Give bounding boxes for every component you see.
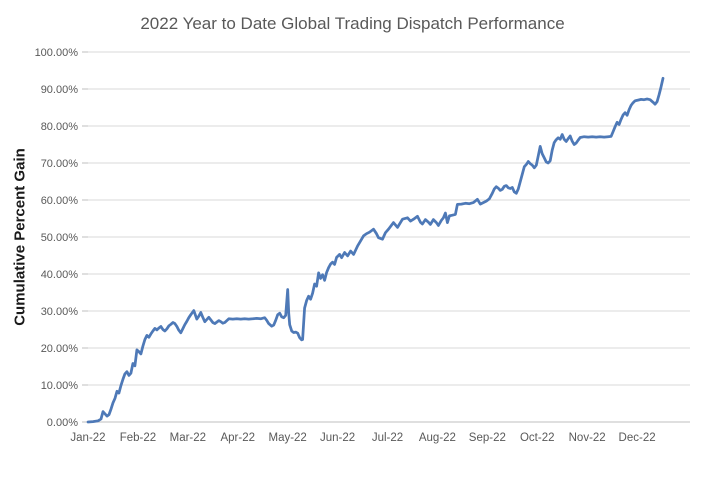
x-tick-label: Jun-22	[320, 432, 355, 444]
y-tick-label: 10.00%	[41, 380, 79, 392]
y-tick-label: 50.00%	[41, 232, 79, 244]
y-tick-label: 20.00%	[41, 343, 79, 355]
x-tick-label: Jan-22	[70, 432, 105, 444]
data-line-series	[86, 76, 665, 424]
x-tick-label: Sep-22	[469, 432, 506, 444]
x-tick-label: Dec-22	[619, 432, 656, 444]
x-tick-label: Feb-22	[120, 432, 156, 444]
y-tick-label: 40.00%	[41, 269, 79, 281]
y-tick-label: 80.00%	[41, 121, 79, 133]
y-tick-label: 90.00%	[41, 84, 79, 96]
x-tick-label: Oct-22	[520, 432, 555, 444]
y-tick-label: 70.00%	[41, 158, 79, 170]
chart-title: 2022 Year to Date Global Trading Dispatc…	[140, 14, 565, 33]
x-tick-label: Apr-22	[220, 432, 255, 444]
y-tick-label: 0.00%	[47, 417, 78, 429]
y-tick-label: 30.00%	[41, 306, 79, 318]
y-tick-label: 100.00%	[35, 47, 79, 59]
x-tick-label: Jul-22	[372, 432, 403, 444]
x-tick-label: Nov-22	[569, 432, 606, 444]
y-tick-label: 60.00%	[41, 195, 79, 207]
x-tick-label: May-22	[268, 432, 306, 444]
x-tick-label: Aug-22	[419, 432, 456, 444]
x-tick-label: Mar-22	[170, 432, 206, 444]
